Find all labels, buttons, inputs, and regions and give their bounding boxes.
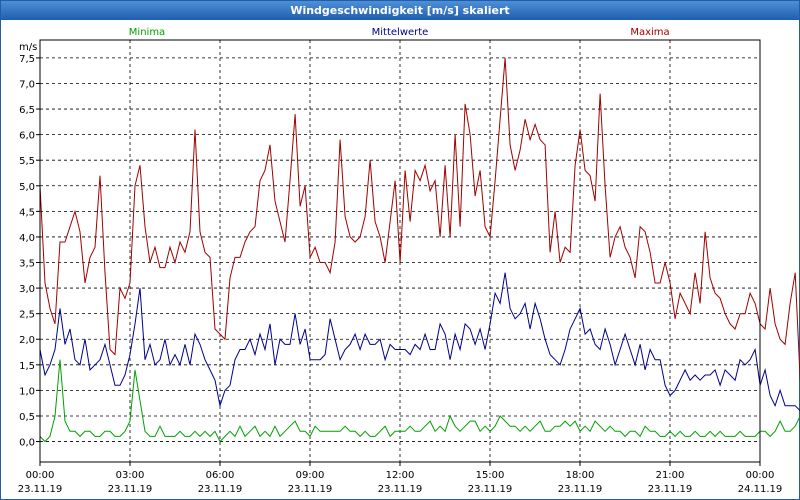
- x-tick-time-label: 21:00: [656, 470, 685, 481]
- y-tick-label: 6,0: [19, 131, 35, 142]
- y-tick-label: 4,0: [19, 233, 35, 244]
- y-tick-label: 1,5: [19, 361, 35, 372]
- y-tick-label: 0,0: [19, 438, 35, 449]
- series-line-maxima: [39, 57, 800, 381]
- series-lines: [39, 57, 800, 443]
- y-tick-label: 1,0: [19, 386, 35, 397]
- x-tick-time-label: 09:00: [296, 470, 325, 481]
- x-tick-date-label: 23.11.19: [648, 484, 693, 495]
- y-tick-label: 6,5: [19, 105, 35, 116]
- y-tick-label: 3,0: [19, 284, 35, 295]
- y-tick-label: 5,5: [19, 156, 35, 167]
- y-axis: m/s 0,0 0,5 1,0 1,5 2,0 2,5 3,0 3,5 4,0 4,5 5,0 5,5 6…: [19, 42, 40, 449]
- y-tick-label: 3,5: [19, 259, 35, 270]
- x-tick-date-label: 23.11.19: [558, 484, 603, 495]
- x-tick-date-label: 23.11.19: [108, 484, 153, 495]
- x-tick-date-label: 23.11.19: [18, 484, 63, 495]
- x-tick-time-label: 06:00: [206, 470, 235, 481]
- x-tick-time-label: 00:00: [746, 470, 775, 481]
- plot-border: [39, 39, 761, 463]
- y-tick-label: 0,5: [19, 412, 35, 423]
- x-tick-date-label: 23.11.19: [378, 484, 423, 495]
- x-tick-date-label: 23.11.19: [468, 484, 513, 495]
- legend-entry-maxima: Maxima: [630, 27, 669, 38]
- legend-entry-minima: Minima: [129, 27, 165, 38]
- series-line-mittelwerte: [39, 272, 800, 412]
- legend-entry-mittelwerte: Mittelwerte: [372, 27, 429, 38]
- chart-title: Windgeschwindigkeit [m/s] skaliert: [1, 1, 799, 20]
- x-tick-time-label: 12:00: [386, 470, 415, 481]
- x-tick-time-label: 18:00: [566, 470, 595, 481]
- x-tick-time-label: 00:00: [26, 470, 55, 481]
- x-tick-time-label: 03:00: [116, 470, 145, 481]
- legend: Maxima Mittelwerte Minima: [129, 27, 670, 38]
- x-tick-date-label: 23.11.19: [198, 484, 243, 495]
- series-line-minima: [39, 359, 800, 443]
- y-tick-label: 7,0: [19, 79, 35, 90]
- y-tick-label: 2,5: [19, 310, 35, 321]
- y-tick-label: 7,5: [19, 54, 35, 65]
- y-axis-unit-label: m/s: [19, 42, 37, 53]
- x-axis: 00:00 23.11.19 03:00 23.11.19 06:00 23.11.19 0…: [18, 462, 783, 495]
- x-tick-date-label: 24.11.19: [738, 484, 783, 495]
- x-tick-date-label: 23.11.19: [288, 484, 333, 495]
- x-tick-time-label: 15:00: [476, 470, 505, 481]
- y-tick-label: 4,5: [19, 207, 35, 218]
- y-tick-label: 5,0: [19, 182, 35, 193]
- y-tick-label: 2,0: [19, 335, 35, 346]
